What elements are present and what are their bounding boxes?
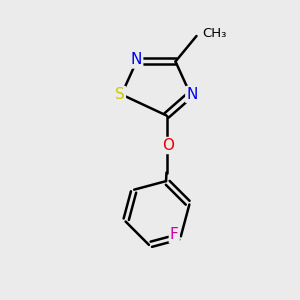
Text: S: S <box>115 87 125 102</box>
Text: N: N <box>131 52 142 68</box>
Text: F: F <box>170 227 178 242</box>
Text: O: O <box>162 138 174 153</box>
Text: CH₃: CH₃ <box>202 27 226 40</box>
Text: N: N <box>186 87 198 102</box>
